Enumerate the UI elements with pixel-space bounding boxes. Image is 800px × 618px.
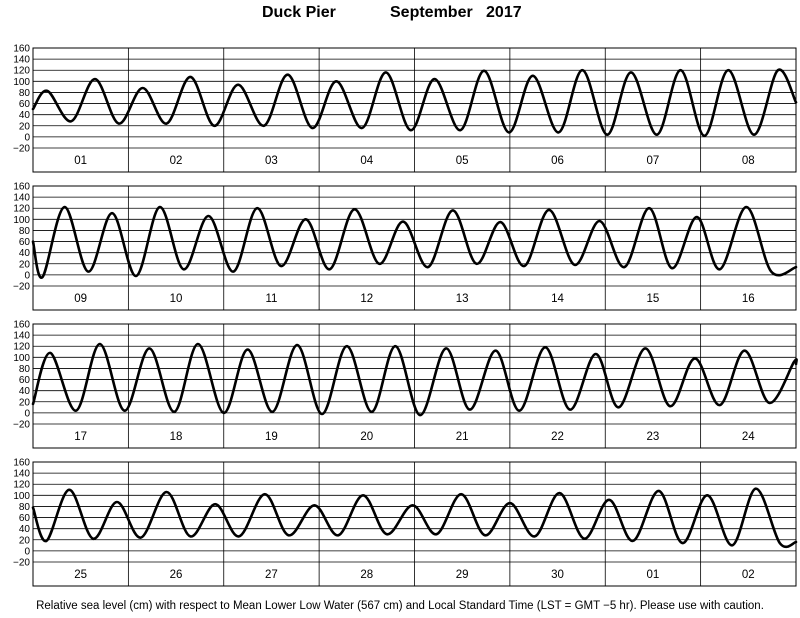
- day-label: 22: [551, 431, 564, 443]
- y-tick-label: 120: [13, 480, 30, 491]
- day-label: 28: [360, 569, 373, 581]
- y-tick-label: −20: [13, 144, 30, 155]
- y-tick-label: 140: [13, 193, 30, 204]
- y-tick-label: −20: [13, 420, 30, 431]
- day-label: 16: [742, 293, 755, 305]
- y-tick-label: 20: [19, 259, 31, 270]
- y-tick-label: 60: [19, 375, 31, 386]
- chart-title-station: Duck Pier: [262, 4, 336, 21]
- y-tick-label: 40: [19, 248, 31, 259]
- y-tick-label: 140: [13, 469, 30, 480]
- day-label: 21: [456, 431, 469, 443]
- y-tick-label: 80: [19, 364, 31, 375]
- y-tick-label: 80: [19, 88, 31, 99]
- day-label: 20: [360, 431, 373, 443]
- y-tick-label: 40: [19, 386, 31, 397]
- day-label: 15: [647, 293, 660, 305]
- day-label: 02: [170, 155, 183, 167]
- y-tick-label: 100: [13, 353, 30, 364]
- y-tick-label: 80: [19, 502, 31, 513]
- day-label: 14: [551, 293, 564, 305]
- tide-curve: [31, 205, 798, 279]
- day-label: 01: [647, 569, 660, 581]
- y-tick-label: 20: [19, 397, 31, 408]
- day-label: 27: [265, 569, 278, 581]
- day-label: 01: [74, 155, 87, 167]
- day-label: 02: [742, 569, 755, 581]
- day-label: 24: [742, 431, 755, 443]
- chart-caption: Relative sea level (cm) with respect to …: [36, 600, 764, 612]
- y-tick-label: 0: [24, 132, 30, 143]
- day-label: 23: [647, 431, 660, 443]
- day-label: 19: [265, 431, 278, 443]
- day-label: 29: [456, 569, 469, 581]
- chart-title-month: September 2017: [390, 4, 522, 21]
- y-tick-label: 20: [19, 535, 31, 546]
- y-tick-label: −20: [13, 558, 30, 569]
- day-label: 06: [551, 155, 564, 167]
- y-tick-label: −20: [13, 282, 30, 293]
- y-tick-label: 160: [13, 44, 30, 55]
- tide-curve: [31, 68, 798, 138]
- day-label: 04: [360, 155, 373, 167]
- day-label: 07: [647, 155, 660, 167]
- y-tick-label: 60: [19, 513, 31, 524]
- day-label: 13: [456, 293, 469, 305]
- day-label: 18: [170, 431, 183, 443]
- day-label: 03: [265, 155, 278, 167]
- y-tick-label: 60: [19, 237, 31, 248]
- y-tick-label: 0: [24, 408, 30, 419]
- day-label: 11: [265, 293, 277, 305]
- y-tick-label: 40: [19, 524, 31, 535]
- y-tick-label: 160: [13, 320, 30, 331]
- y-tick-label: 100: [13, 77, 30, 88]
- y-tick-label: 100: [13, 215, 30, 226]
- y-tick-label: 100: [13, 491, 30, 502]
- y-tick-label: 120: [13, 66, 30, 77]
- y-tick-label: 40: [19, 110, 31, 121]
- y-tick-label: 80: [19, 226, 31, 237]
- y-tick-label: 0: [24, 270, 30, 281]
- y-tick-label: 120: [13, 342, 30, 353]
- y-tick-label: 160: [13, 458, 30, 469]
- tide-curve: [31, 487, 798, 549]
- day-label: 09: [74, 293, 87, 305]
- day-label: 12: [360, 293, 373, 305]
- y-tick-label: 0: [24, 546, 30, 557]
- day-label: 05: [456, 155, 469, 167]
- tide-curve: [31, 342, 798, 417]
- day-label: 26: [170, 569, 183, 581]
- day-label: 10: [170, 293, 183, 305]
- day-label: 17: [74, 431, 87, 443]
- day-label: 08: [742, 155, 755, 167]
- y-tick-label: 140: [13, 331, 30, 342]
- y-tick-label: 20: [19, 121, 31, 132]
- day-label: 30: [551, 569, 564, 581]
- y-tick-label: 140: [13, 55, 30, 66]
- day-label: 25: [74, 569, 87, 581]
- y-tick-label: 60: [19, 99, 31, 110]
- y-tick-label: 120: [13, 204, 30, 215]
- y-tick-label: 160: [13, 182, 30, 193]
